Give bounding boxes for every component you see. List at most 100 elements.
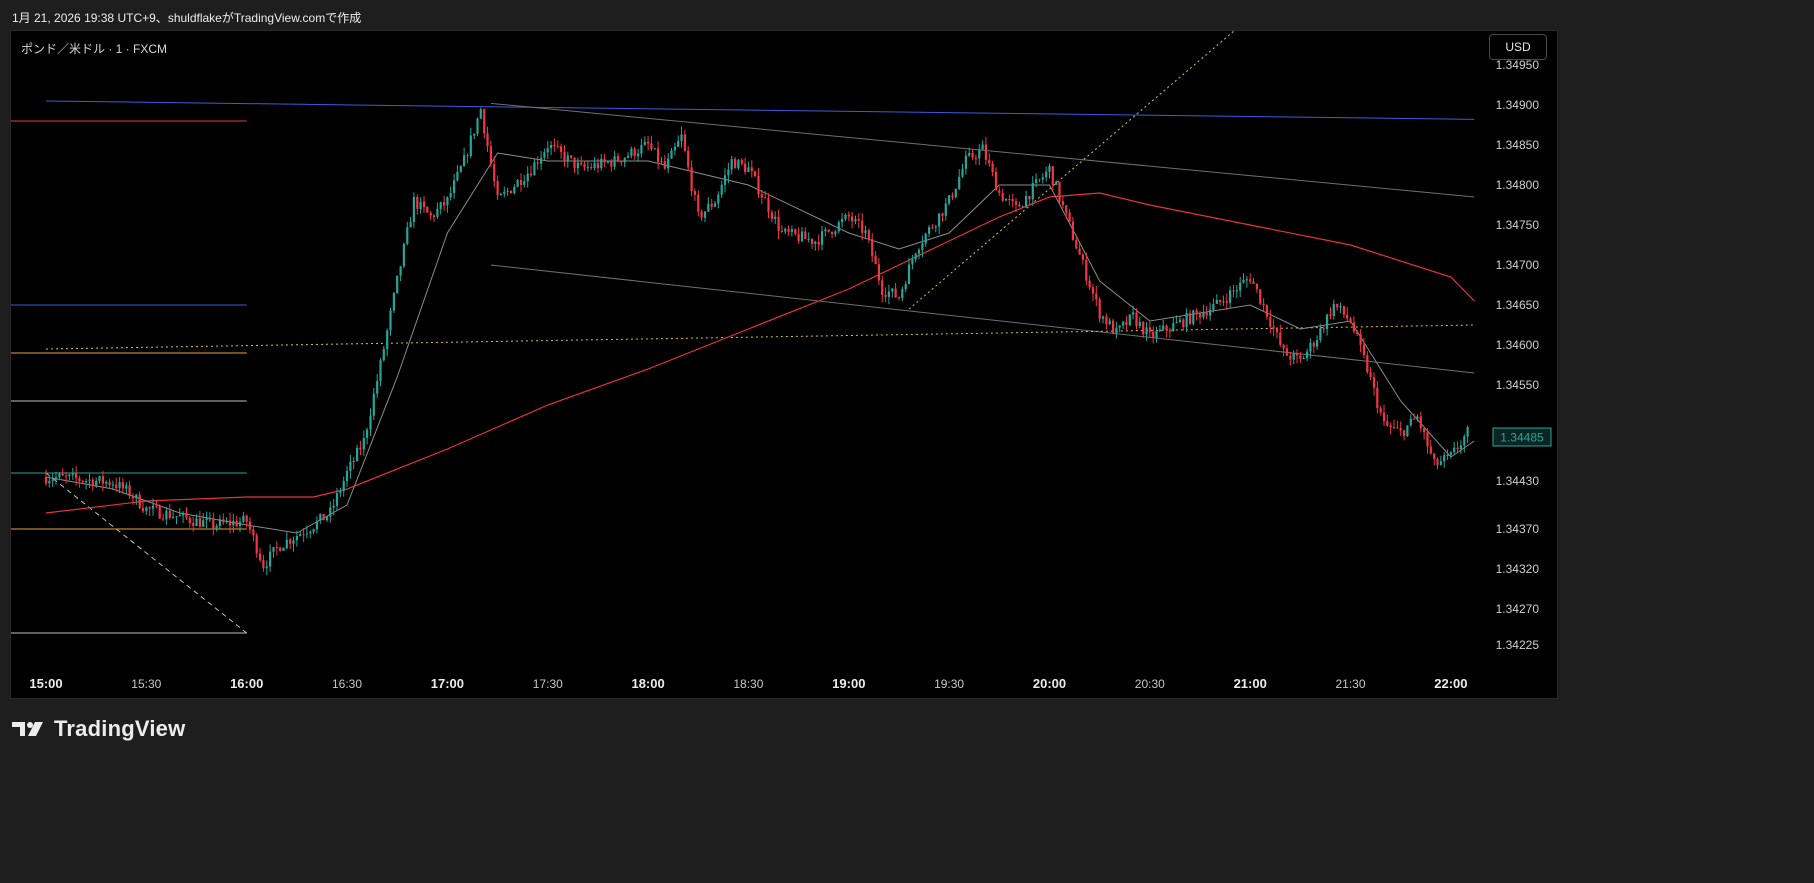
candle-body: [713, 203, 717, 207]
candle-body: [138, 494, 141, 508]
candle-body: [881, 280, 884, 295]
candle-body: [790, 229, 793, 233]
candle-body: [687, 150, 690, 168]
candle-body: [680, 134, 683, 141]
candle-body: [660, 161, 663, 163]
candle-body: [529, 173, 533, 176]
candle-body: [964, 155, 967, 169]
candle-body: [851, 216, 854, 222]
candle-body: [1295, 353, 1299, 356]
candle-body: [449, 193, 452, 198]
candle-body: [1001, 192, 1004, 201]
footer-brand: TradingView: [12, 716, 185, 742]
price-chart[interactable]: 1.34900 1.34850 1.34800 1.34750 1.34700 1.346…: [11, 31, 1557, 698]
moving-average-fast: [45, 152, 1475, 534]
x-tick-label: 20:30: [1135, 677, 1165, 691]
candle-body: [1101, 316, 1105, 319]
candle-body: [101, 476, 104, 484]
candle-body: [198, 518, 201, 527]
candle-body: [1423, 428, 1426, 433]
candle-body: [1316, 340, 1319, 347]
candle-body: [633, 148, 636, 157]
candle-body: [1115, 327, 1118, 334]
candle-body: [1352, 322, 1355, 332]
candle-body: [760, 194, 763, 198]
candle-body: [1322, 328, 1325, 330]
trend-line-5: [45, 472, 248, 634]
candle-body: [1453, 447, 1456, 453]
candle-body: [235, 520, 238, 526]
candle-body: [1212, 303, 1215, 310]
candle-body: [473, 133, 476, 136]
candle-body: [924, 233, 927, 244]
candle-body: [265, 566, 268, 569]
candle-body: [269, 551, 272, 567]
candle-body: [556, 145, 559, 147]
candle-body: [1382, 412, 1386, 422]
candle-body: [707, 203, 710, 212]
candle-body: [540, 157, 543, 164]
candle-body: [1312, 342, 1315, 347]
candle-body: [697, 194, 700, 212]
candle-body: [238, 521, 242, 526]
candle-body: [750, 167, 753, 172]
candle-body: [700, 211, 703, 218]
candle-body: [506, 190, 509, 192]
candle-body: [536, 162, 539, 164]
candle-body: [279, 547, 282, 551]
candle-body: [1031, 183, 1034, 200]
candle-body: [429, 212, 432, 216]
candle-body: [1399, 428, 1402, 431]
candle-body: [897, 297, 901, 299]
candle-body: [844, 214, 847, 220]
candle-body: [710, 203, 713, 207]
candle-body: [677, 140, 680, 147]
candle-body: [135, 494, 138, 499]
candle-body: [1449, 452, 1452, 455]
candle-body: [1302, 358, 1305, 360]
candle-body: [1088, 280, 1091, 288]
candle-body: [1376, 387, 1379, 409]
candle-body: [386, 330, 389, 350]
candle-body: [1041, 177, 1044, 180]
candle-body: [847, 214, 850, 217]
candle-body: [48, 480, 51, 484]
candle-body: [108, 481, 111, 486]
candle-body: [917, 250, 921, 254]
x-tick-label: 19:30: [934, 677, 964, 691]
candle-body: [693, 191, 696, 195]
candle-body: [392, 293, 395, 311]
candle-body: [1175, 322, 1178, 324]
candle-body: [1178, 319, 1182, 322]
candle-body: [1095, 293, 1098, 300]
candle-body: [1008, 199, 1011, 200]
trend-line-4: [908, 31, 1235, 310]
candle-body: [282, 548, 285, 551]
candle-body: [489, 146, 492, 165]
candle-body: [409, 221, 412, 228]
candle-body: [1085, 259, 1088, 281]
chart-pane[interactable]: 1.34900 1.34850 1.34800 1.34750 1.34700 1.346…: [10, 30, 1558, 699]
x-tick-label: 22:00: [1434, 676, 1467, 691]
currency-button[interactable]: USD: [1489, 34, 1547, 60]
candle-body: [362, 438, 365, 450]
header-timezone: UTC+9: [117, 11, 156, 25]
candle-body: [810, 238, 814, 244]
candle-body: [1229, 290, 1232, 303]
candle-body: [1152, 331, 1155, 338]
candle-body: [864, 230, 867, 234]
candle-body: [1249, 279, 1252, 282]
candle-body: [1349, 318, 1352, 323]
candle-body: [800, 231, 804, 242]
candle-body: [1329, 314, 1332, 316]
candle-body: [1108, 320, 1111, 325]
candle-body: [332, 505, 335, 508]
candle-body: [834, 231, 837, 235]
candle-body: [1232, 290, 1235, 292]
candle-body: [974, 157, 977, 159]
candle-body: [1362, 344, 1365, 356]
y-tick-label: 1.34320: [1496, 562, 1540, 576]
candle-body: [566, 155, 569, 162]
candle-body: [1406, 425, 1409, 436]
candle-body: [730, 159, 733, 170]
